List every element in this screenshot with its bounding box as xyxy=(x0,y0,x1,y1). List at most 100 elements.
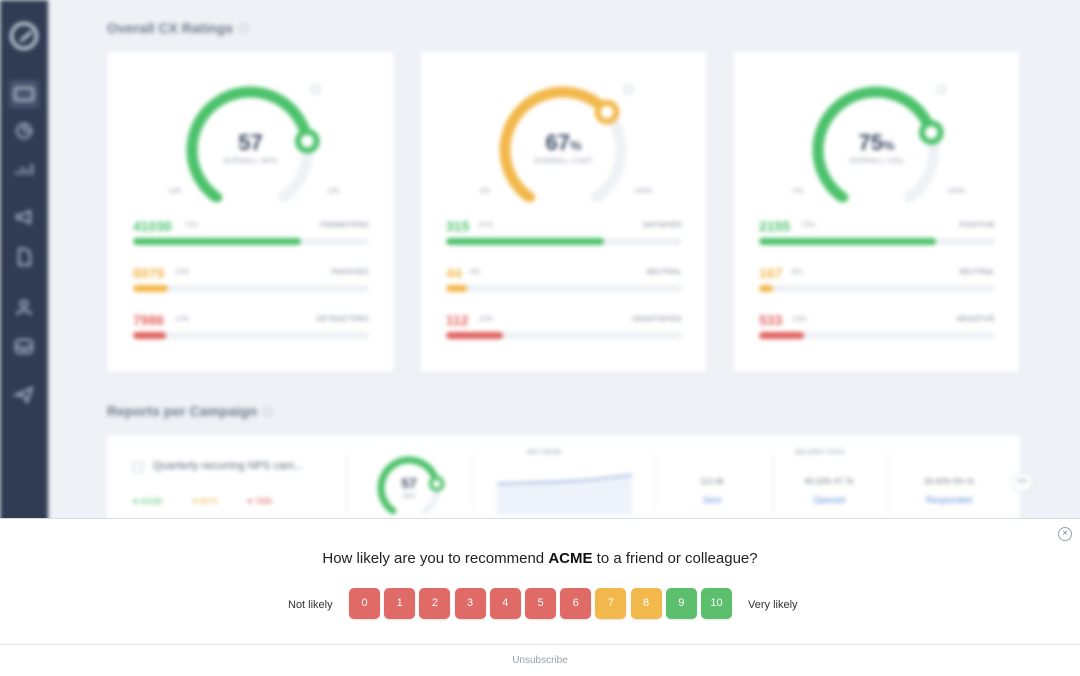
campaign-promoters-value: 41030 xyxy=(139,497,163,506)
stat-opened: 40.23% 47.7k Opened xyxy=(789,477,869,505)
stat-link-opened[interactable]: Opened xyxy=(812,495,846,505)
overview-title: Overall CX Ratings xyxy=(107,20,249,36)
campaign-checkbox[interactable] xyxy=(133,462,143,472)
megaphone-icon[interactable] xyxy=(13,208,35,226)
not-likely-label: Not likely xyxy=(288,599,333,611)
app-logo-icon[interactable] xyxy=(10,22,38,50)
metric-count: 7986 xyxy=(133,312,165,328)
campaign-passives-value: 8979 xyxy=(199,497,218,506)
gauge-min-label: -100 xyxy=(167,188,182,195)
gauge-unit: % xyxy=(882,138,895,153)
stat-responded: 18.42% 5% % Responded xyxy=(909,477,989,505)
score-button-4[interactable]: 4 xyxy=(489,588,521,619)
campaign-section-title: Reports per Campaign xyxy=(107,403,273,419)
stat-value: 18.42% 5% % xyxy=(923,477,975,486)
send-icon[interactable] xyxy=(12,386,35,405)
divider xyxy=(347,453,348,513)
info-icon[interactable] xyxy=(263,407,273,416)
metric-row: 41030 71% PROMOTERS xyxy=(133,218,369,258)
footer-divider xyxy=(0,644,1080,645)
metric-row: 167 6% NEUTRAL xyxy=(759,265,995,305)
score-button-7[interactable]: 7 xyxy=(595,588,627,619)
metric-bar-track xyxy=(133,238,369,245)
pie-chart-icon[interactable] xyxy=(13,122,35,140)
gauge-number: 57 xyxy=(238,130,263,155)
campaign-counts: ♥ 41030 ♥ 8979 ♥ 7986 xyxy=(133,497,300,506)
inbox-icon[interactable] xyxy=(13,337,35,355)
document-icon[interactable] xyxy=(13,248,35,266)
metric-percent: 67% xyxy=(479,222,494,229)
metric-row: 7986 14% DETRACTORS xyxy=(133,312,369,352)
metric-percent: 14% xyxy=(175,316,190,323)
brand-name: ACME xyxy=(548,550,593,567)
score-button-1[interactable]: 1 xyxy=(384,588,416,619)
score-button-6[interactable]: 6 xyxy=(560,588,592,619)
metric-row: 533 19% NEGATIVE xyxy=(759,312,995,352)
cx-card-1: 67% OVERALL CSAT 0% 100% 315 67% SATISFIED 44 9%… xyxy=(420,52,707,372)
contacts-icon[interactable] xyxy=(13,298,35,316)
metric-percent: 24% xyxy=(479,316,494,323)
metric-bar-fill xyxy=(133,238,301,245)
unsubscribe-link[interactable]: Unsubscribe xyxy=(512,655,568,666)
info-icon[interactable] xyxy=(311,85,320,94)
divider xyxy=(772,453,773,513)
close-icon[interactable]: × xyxy=(1058,527,1072,541)
divider xyxy=(654,453,655,513)
score-gauge xyxy=(186,86,320,202)
metric-percent: 71% xyxy=(184,222,199,229)
metric-bar-fill xyxy=(759,238,936,245)
metric-bar-fill xyxy=(446,285,468,292)
info-icon[interactable] xyxy=(937,85,946,94)
question-suffix: to a friend or colleague? xyxy=(592,550,758,567)
metric-label: PROMOTERS xyxy=(320,222,369,229)
gauge-label: OVERALL CSAT xyxy=(534,158,593,165)
campaign-nps-value: 57 xyxy=(401,475,417,491)
survey-question: How likely are you to recommend ACME to … xyxy=(0,550,1080,567)
metric-label: NEGATIVE xyxy=(956,316,995,323)
gauge-number: 67 xyxy=(545,130,570,155)
metric-percent: 6% xyxy=(792,269,803,276)
nps-trend-sparkline xyxy=(497,474,632,515)
metric-bar-fill xyxy=(133,332,167,339)
question-prefix: How likely are you to recommend xyxy=(322,550,549,567)
gauge-max-label: 100 xyxy=(327,188,339,195)
gauge-fill xyxy=(377,456,441,515)
divider xyxy=(473,453,474,513)
info-icon[interactable] xyxy=(624,85,633,94)
gauge-fill xyxy=(499,86,613,202)
dashboard-icon[interactable] xyxy=(9,80,39,108)
campaign-name[interactable]: Quarterly recurring NPS cam... xyxy=(153,460,304,472)
gauge-number: 75 xyxy=(858,130,883,155)
more-options-button[interactable]: ••• xyxy=(1011,473,1033,491)
metric-percent: 75% xyxy=(801,222,816,229)
score-button-9[interactable]: 9 xyxy=(665,588,697,619)
stat-link-sent[interactable]: Sent xyxy=(702,495,722,505)
score-button-5[interactable]: 5 xyxy=(525,588,556,619)
metric-percent: 15% xyxy=(175,269,190,276)
score-button-8[interactable]: 8 xyxy=(630,588,662,619)
metric-count: 533 xyxy=(759,312,783,328)
trend-label: NPS TREND xyxy=(527,450,562,456)
overview-title-text: Overall CX Ratings xyxy=(107,20,234,36)
bar-chart-icon[interactable] xyxy=(13,160,35,178)
info-icon[interactable] xyxy=(239,24,249,33)
metric-label: UNSATISFIED xyxy=(631,316,682,323)
gauge-value: 75% xyxy=(733,130,1020,156)
metric-bar-fill xyxy=(759,285,774,292)
stat-link-responded[interactable]: Responded xyxy=(925,495,973,505)
gauge-fill xyxy=(186,86,313,202)
gauge-max-label: 100% xyxy=(634,188,652,195)
delivery-stats-label: DELIVERY STATS xyxy=(795,450,845,456)
gauge-max-label: 100% xyxy=(947,188,965,195)
score-button-2[interactable]: 2 xyxy=(419,588,451,619)
gauge-min-label: 0% xyxy=(793,188,804,195)
cx-card-0: 57 OVERALL NPS -100 100 41030 71% PROMOTERS 897… xyxy=(107,52,394,372)
metric-count: 41030 xyxy=(133,218,172,234)
score-button-0[interactable]: 0 xyxy=(349,588,380,619)
metric-bar-fill xyxy=(133,285,169,292)
metric-count: 44 xyxy=(446,265,462,281)
gauge-knob xyxy=(294,128,320,154)
score-button-10[interactable]: 10 xyxy=(701,588,732,619)
metric-bar-track xyxy=(759,238,995,245)
score-button-3[interactable]: 3 xyxy=(454,588,486,619)
